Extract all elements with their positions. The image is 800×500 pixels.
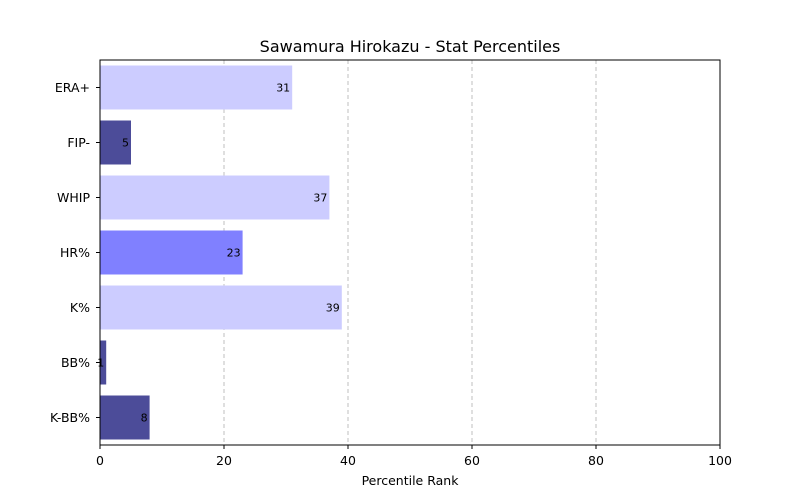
y-tick-label: HR% (60, 245, 90, 260)
y-tick-label: WHIP (57, 190, 90, 205)
data-labels: 31 5 37 23 39 1 8 (97, 82, 340, 425)
x-tick-label: 60 (464, 453, 480, 468)
x-tick-label: 100 (708, 453, 732, 468)
y-tick-label: K% (70, 300, 90, 315)
chart-title: Sawamura Hirokazu - Stat Percentiles (260, 37, 561, 56)
x-gridlines (223, 60, 597, 445)
data-label: 23 (227, 247, 241, 260)
x-tick-label: 20 (216, 453, 232, 468)
bar (100, 340, 107, 385)
data-label: 31 (276, 82, 290, 95)
x-tick-label: 40 (340, 453, 356, 468)
y-tick-label: BB% (61, 355, 90, 370)
x-tick-label: 0 (96, 453, 104, 468)
x-axis-label: Percentile Rank (362, 473, 460, 488)
bar (100, 285, 342, 330)
data-label: 8 (141, 412, 148, 425)
x-axis-ticks: 0 20 40 60 80 100 (96, 445, 732, 468)
bar (100, 230, 243, 275)
y-tick-label: FIP- (67, 135, 90, 150)
bar (100, 175, 330, 220)
data-label: 5 (122, 137, 129, 150)
y-axis-ticks: ERA+ FIP- WHIP HR% K% BB% K-BB% (50, 80, 100, 425)
y-tick-label: ERA+ (55, 80, 90, 95)
y-tick-label: K-BB% (50, 410, 90, 425)
bar (100, 65, 293, 110)
bars (100, 65, 342, 440)
data-label: 1 (97, 357, 104, 370)
bar (100, 120, 131, 165)
data-label: 37 (313, 192, 327, 205)
x-tick-label: 80 (588, 453, 604, 468)
bar (100, 395, 150, 440)
data-label: 39 (326, 302, 340, 315)
